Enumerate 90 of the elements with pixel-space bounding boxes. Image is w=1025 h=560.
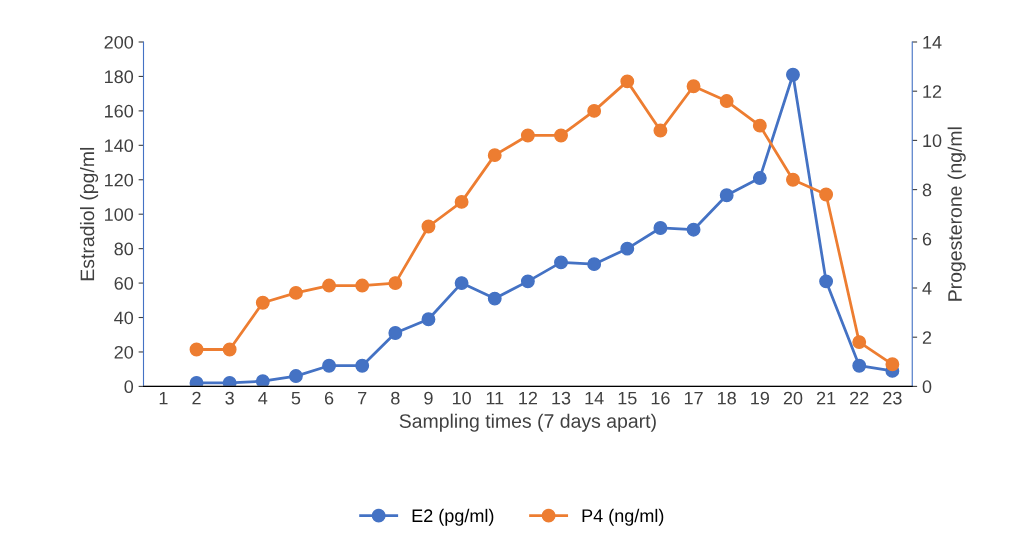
point xyxy=(421,219,436,234)
x-tick-label: 1 xyxy=(159,391,168,405)
point xyxy=(786,172,800,187)
point xyxy=(322,358,337,373)
y-tick-label: 180 xyxy=(105,70,134,84)
x-axis-title: Sampling times (7 days apart) xyxy=(399,413,656,432)
y-tick-label: 160 xyxy=(105,104,134,118)
point xyxy=(752,171,767,185)
y2-tick-label: 14 xyxy=(923,36,942,49)
point xyxy=(189,342,204,357)
x-tick-label: 18 xyxy=(718,391,736,405)
point xyxy=(885,357,900,372)
x-tick-label: 15 xyxy=(618,391,637,405)
point xyxy=(719,94,734,108)
point xyxy=(388,276,403,291)
x-tick-label: 17 xyxy=(684,391,703,405)
y-tick-label: 40 xyxy=(114,311,134,325)
y2-tick-label: 2 xyxy=(922,331,932,344)
point xyxy=(222,342,237,357)
point xyxy=(752,118,767,133)
point xyxy=(454,276,469,291)
y-tick-label: 200 xyxy=(104,35,134,49)
point xyxy=(719,188,734,203)
x-tick-label: 7 xyxy=(358,391,367,405)
point xyxy=(454,194,469,209)
y-tick-label: 60 xyxy=(114,277,134,290)
point xyxy=(255,295,270,310)
point xyxy=(520,128,535,143)
point xyxy=(620,74,635,89)
y-tick-label: 100 xyxy=(105,208,134,221)
y2-tick-label: 12 xyxy=(923,85,942,98)
point xyxy=(653,123,668,138)
point xyxy=(288,285,303,300)
point xyxy=(587,257,602,272)
point xyxy=(487,291,502,306)
x-tick-label: 22 xyxy=(850,391,869,405)
point xyxy=(819,274,834,289)
x-tick-label: 21 xyxy=(816,391,836,405)
x-tick-label: 19 xyxy=(751,391,770,405)
point xyxy=(554,255,568,270)
point xyxy=(587,103,602,118)
point xyxy=(322,278,337,293)
y2-tick-label: 8 xyxy=(922,183,932,197)
point xyxy=(686,222,701,237)
x-tick-label: 12 xyxy=(519,391,538,405)
point xyxy=(255,374,270,387)
point xyxy=(620,241,635,256)
x-tick-label: 20 xyxy=(783,391,803,405)
x-tick-label: 5 xyxy=(291,391,301,405)
point xyxy=(852,358,867,373)
point xyxy=(288,369,303,384)
x-tick-label: 6 xyxy=(324,391,334,405)
x-tick-label: 10 xyxy=(452,391,471,405)
y-tick-label: 80 xyxy=(114,242,134,256)
point xyxy=(355,278,370,293)
x-tick-label: 13 xyxy=(552,391,571,405)
point xyxy=(487,148,502,163)
x-tick-label: 23 xyxy=(883,391,902,405)
point xyxy=(786,67,800,82)
x-tick-label: 4 xyxy=(258,391,268,405)
point xyxy=(819,187,834,202)
point xyxy=(653,221,668,235)
x-tick-label: 3 xyxy=(225,391,234,405)
x-tick-label: 8 xyxy=(391,391,400,405)
y2-tick-label: 0 xyxy=(922,380,932,394)
point xyxy=(520,274,535,289)
x-tick-label: 14 xyxy=(585,391,604,405)
y-tick-label: 120 xyxy=(105,173,134,187)
y2-tick-label: 10 xyxy=(923,134,942,148)
x-tick-label: 11 xyxy=(486,391,504,405)
point xyxy=(388,326,403,340)
point xyxy=(222,376,237,387)
x-tick-label: 16 xyxy=(651,391,670,405)
y2-tick-label: 6 xyxy=(922,232,932,246)
point xyxy=(189,376,204,387)
y2-axis-title: Progesterone (ng/ml xyxy=(947,127,966,301)
point xyxy=(852,335,867,350)
point xyxy=(686,79,701,94)
legend-label: P4 (ng/ml) xyxy=(582,508,664,526)
y-tick-label: 20 xyxy=(114,345,134,359)
legend-label: E2 (pg/ml) xyxy=(412,508,494,526)
point xyxy=(355,358,370,373)
y-tick-label: 0 xyxy=(124,380,134,394)
y-axis-title: Estradiol (pg/ml xyxy=(79,147,99,281)
y2-tick-label: 4 xyxy=(922,282,932,295)
y-tick-label: 140 xyxy=(105,139,134,153)
point xyxy=(421,312,436,327)
point xyxy=(554,128,568,143)
x-tick-label: 2 xyxy=(192,391,201,405)
x-tick-label: 9 xyxy=(424,391,433,405)
